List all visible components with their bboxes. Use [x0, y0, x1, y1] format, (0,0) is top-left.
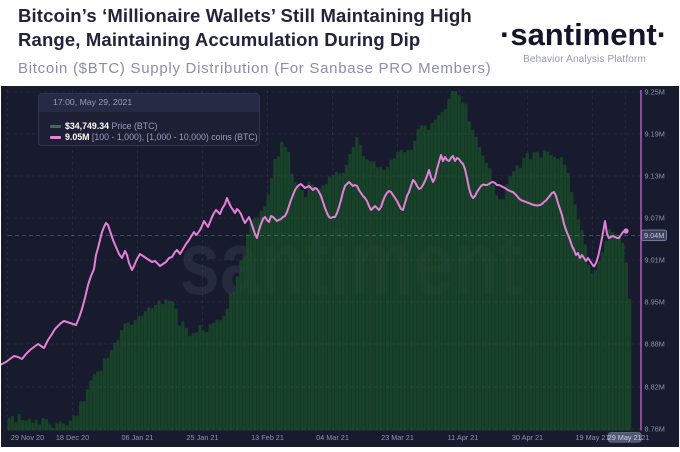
svg-text:9.04M: 9.04M [644, 231, 664, 240]
svg-text:30 Apr 21: 30 Apr 21 [512, 433, 543, 442]
svg-text:11 Apr 21: 11 Apr 21 [448, 433, 479, 442]
svg-text:9.25M: 9.25M [645, 88, 665, 97]
svg-text:04 Mar 21: 04 Mar 21 [316, 433, 349, 442]
svg-text:8.82M: 8.82M [645, 383, 665, 392]
svg-text:santiment: santiment [180, 214, 523, 314]
svg-text:8.88M: 8.88M [645, 340, 665, 349]
svg-text:23 Mar 21: 23 Mar 21 [381, 433, 414, 442]
svg-text:8.95M: 8.95M [645, 298, 665, 307]
svg-text:06 Jan 21: 06 Jan 21 [121, 433, 153, 442]
svg-text:25 Jan 21: 25 Jan 21 [186, 433, 218, 442]
svg-text:13 Feb 21: 13 Feb 21 [251, 433, 284, 442]
svg-text:29 May 21: 29 May 21 [608, 433, 642, 442]
svg-text:29 Nov 20: 29 Nov 20 [11, 433, 44, 442]
svg-text:19 May 21: 19 May 21 [575, 433, 609, 442]
svg-text:9.13M: 9.13M [645, 172, 665, 181]
svg-text:9.01M: 9.01M [645, 256, 665, 265]
svg-text:9.07M: 9.07M [645, 214, 665, 223]
svg-text:8.76M: 8.76M [645, 425, 665, 434]
svg-text:18 Dec 20: 18 Dec 20 [56, 433, 89, 442]
svg-text:9.19M: 9.19M [645, 130, 665, 139]
